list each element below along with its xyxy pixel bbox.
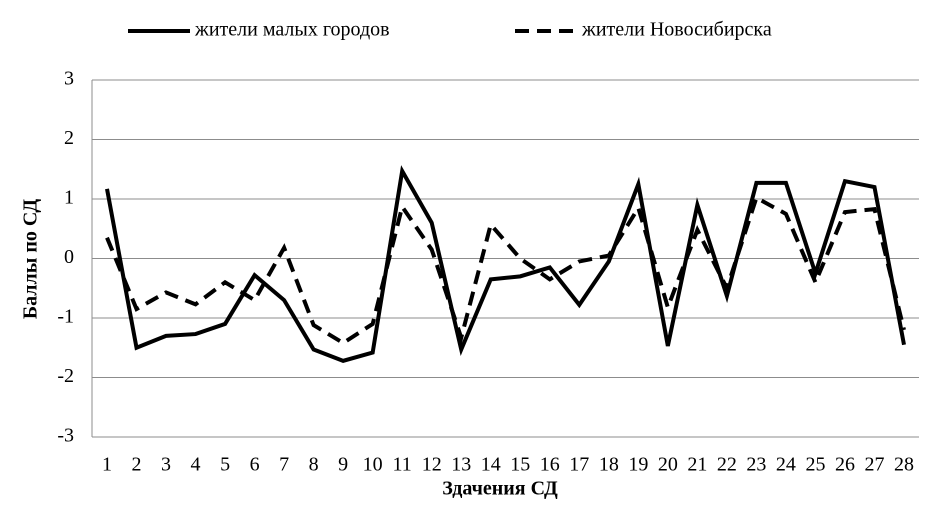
x-tick-label: 11 — [393, 454, 412, 476]
x-tick-label: 13 — [451, 454, 471, 476]
x-tick-label: 4 — [191, 454, 201, 476]
y-tick-label: 2 — [64, 127, 74, 149]
y-tick-label: -2 — [57, 365, 74, 387]
x-tick-label: 21 — [687, 454, 707, 476]
x-tick-label: 17 — [569, 454, 589, 476]
x-tick-label: 23 — [746, 454, 766, 476]
series-line — [105, 194, 906, 346]
x-tick-label: 27 — [864, 454, 884, 476]
y-tick-label: -1 — [57, 306, 74, 328]
y-axis-title: Баллы по СД — [20, 199, 42, 319]
legend-label: жители малых городов — [194, 19, 390, 41]
x-tick-label: 2 — [132, 454, 142, 476]
x-tick-label: 14 — [481, 454, 501, 476]
y-tick-label: -3 — [57, 425, 74, 447]
x-tick-label: 6 — [250, 454, 260, 476]
x-tick-label: 22 — [717, 454, 737, 476]
x-tick-label: 5 — [220, 454, 230, 476]
y-tick-label: 1 — [64, 187, 74, 209]
y-tick-label: 0 — [64, 246, 74, 268]
x-tick-label: 3 — [161, 454, 171, 476]
x-tick-label: 8 — [309, 454, 319, 476]
x-tick-label: 10 — [363, 454, 383, 476]
series-line — [105, 165, 906, 363]
x-tick-label: 9 — [338, 454, 348, 476]
x-tick-label: 7 — [279, 454, 289, 476]
x-tick-label: 25 — [805, 454, 825, 476]
x-tick-label: 16 — [540, 454, 560, 476]
x-tick-label: 1 — [102, 454, 112, 476]
x-tick-label: 28 — [894, 454, 914, 476]
legend-label: жители Новосибирска — [581, 19, 772, 41]
x-tick-label: 12 — [422, 454, 442, 476]
x-axis-title: Здачения СД — [442, 478, 558, 500]
x-tick-label: 26 — [835, 454, 855, 476]
x-tick-label: 15 — [510, 454, 530, 476]
x-tick-label: 20 — [658, 454, 678, 476]
x-tick-label: 19 — [628, 454, 648, 476]
x-tick-label: 24 — [776, 454, 796, 476]
y-tick-label: 3 — [64, 68, 74, 90]
x-tick-label: 18 — [599, 454, 619, 476]
